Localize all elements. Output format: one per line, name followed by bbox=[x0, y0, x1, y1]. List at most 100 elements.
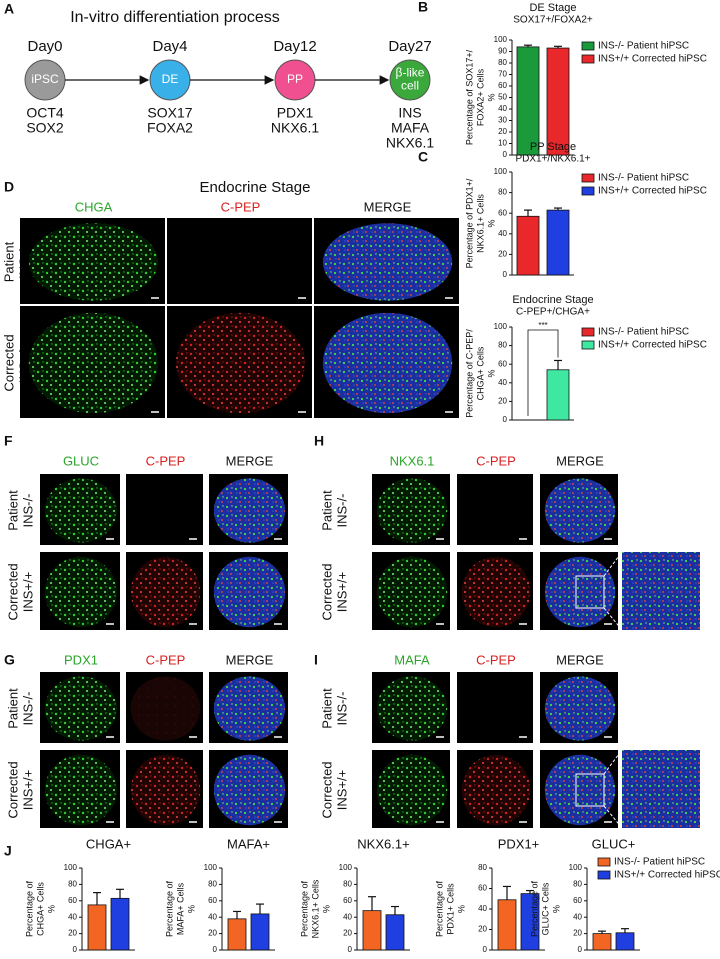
y-tick-label: 100 bbox=[339, 863, 353, 872]
micrograph-tissue bbox=[28, 223, 159, 301]
y-tick-label: 60 bbox=[498, 81, 507, 90]
y-tick-label: 0 bbox=[348, 945, 353, 954]
stage-cell: PP bbox=[287, 72, 303, 86]
y-axis-label: FOXA2+ Cells bbox=[475, 68, 485, 126]
row-label: INS+/+ bbox=[20, 572, 35, 612]
y-tick-label: 40 bbox=[498, 229, 507, 238]
stage-cell: cell bbox=[401, 79, 419, 93]
micrograph bbox=[457, 474, 533, 545]
y-tick-label: 40 bbox=[498, 104, 507, 113]
micrograph-tissue bbox=[213, 754, 286, 826]
stage-marker: MAFA bbox=[391, 120, 430, 136]
panel-letter: D bbox=[4, 179, 14, 195]
legend-swatch bbox=[581, 41, 595, 51]
y-tick-label: 60 bbox=[498, 359, 507, 368]
y-tick-label: 0 bbox=[503, 270, 508, 279]
panel-letter: I bbox=[314, 652, 318, 668]
chart-title: PDX1+ bbox=[498, 836, 540, 851]
y-axis-label: GLUC+ Cells bbox=[540, 882, 550, 935]
channel-label: C-PEP bbox=[476, 652, 516, 667]
bar bbox=[110, 897, 130, 951]
legend-label: INS+/+ Corrected hiPSC bbox=[598, 186, 707, 197]
bar bbox=[592, 933, 612, 951]
micrograph bbox=[126, 474, 203, 545]
channel-label: C-PEP bbox=[146, 453, 186, 468]
y-tick-label: 80 bbox=[343, 880, 352, 889]
legend-swatch bbox=[597, 870, 611, 880]
y-axis-label: % bbox=[186, 905, 196, 913]
diagram-title: In-vitro differentiation process bbox=[70, 9, 280, 26]
zoom-box bbox=[575, 773, 605, 807]
channel-label: MAFA bbox=[394, 652, 430, 667]
legend-swatch bbox=[581, 173, 595, 183]
micrograph-tissue bbox=[461, 754, 531, 826]
micrograph-tissue bbox=[130, 676, 201, 741]
micrograph-tissue bbox=[376, 676, 448, 741]
y-axis-label: Percentage of bbox=[299, 880, 309, 937]
y-tick-label: 70 bbox=[498, 70, 507, 79]
row-label: INS-/- bbox=[334, 692, 349, 726]
y-axis-label: CHGA+ Cells bbox=[475, 346, 485, 400]
y-tick-label: 80 bbox=[498, 341, 507, 350]
bar bbox=[615, 932, 635, 951]
y-tick-label: 0 bbox=[578, 945, 583, 954]
micrograph-tissue bbox=[544, 754, 616, 826]
y-tick-label: 80 bbox=[68, 880, 77, 889]
chart-title: MAFA+ bbox=[227, 836, 270, 851]
y-tick-label: 60 bbox=[208, 896, 217, 905]
y-tick-label: 20 bbox=[498, 127, 507, 136]
stage-day: Day4 bbox=[152, 38, 187, 55]
panel-letter: C bbox=[418, 149, 428, 165]
panel-title: Endocrine Stage bbox=[200, 179, 311, 196]
y-axis-label: MAFA+ Cells bbox=[175, 882, 185, 935]
micrograph-tissue bbox=[544, 556, 616, 628]
stage-marker: NKX6.1 bbox=[271, 120, 319, 136]
y-tick-label: 0 bbox=[73, 945, 78, 954]
legend-label: INS-/- Patient hiPSC bbox=[614, 857, 705, 868]
y-axis-label: Percentage of bbox=[24, 880, 34, 937]
y-tick-label: 40 bbox=[68, 912, 77, 921]
micrograph-tissue bbox=[44, 478, 118, 543]
chart-title: SOX17+/FOXA2+ bbox=[513, 15, 593, 26]
significance-label: *** bbox=[538, 321, 547, 330]
panel-letter: G bbox=[4, 652, 15, 668]
micrograph-zoom bbox=[622, 552, 700, 630]
micrograph-zoom bbox=[622, 750, 700, 828]
micrograph-tissue bbox=[544, 676, 616, 741]
y-tick-label: 30 bbox=[498, 116, 507, 125]
bar bbox=[87, 904, 107, 951]
y-axis-label: NKX6.1+ Cells bbox=[475, 194, 485, 253]
stage-marker: SOX2 bbox=[26, 120, 64, 136]
row-label: INS+/+ bbox=[20, 770, 35, 810]
legend-swatch bbox=[581, 327, 595, 337]
bar bbox=[250, 913, 270, 951]
bar bbox=[546, 369, 570, 421]
stage-day: Day12 bbox=[273, 38, 316, 55]
chart-title: GLUC+ bbox=[592, 836, 636, 851]
row-label: INS+/+ bbox=[334, 572, 349, 612]
micrograph-tissue bbox=[544, 478, 616, 543]
legend-swatch bbox=[581, 54, 595, 64]
y-axis-label: % bbox=[486, 93, 496, 101]
stage-marker: NKX6.1 bbox=[386, 135, 434, 151]
chart-title: C-PEP+/CHGA+ bbox=[516, 307, 590, 318]
micrograph-tissue bbox=[213, 478, 286, 543]
legend-swatch bbox=[597, 857, 611, 867]
row-label: Patient bbox=[5, 490, 20, 531]
y-tick-label: 0 bbox=[213, 945, 218, 954]
legend-label: INS+/+ Corrected hiPSC bbox=[598, 340, 707, 351]
channel-label: GLUC bbox=[63, 453, 99, 468]
micrograph-tissue bbox=[322, 312, 453, 414]
micrograph-tissue bbox=[322, 223, 453, 301]
row-label: INS-/- bbox=[20, 494, 35, 528]
y-tick-label: 90 bbox=[498, 47, 507, 56]
y-tick-label: 40 bbox=[573, 912, 582, 921]
stage-marker: PDX1 bbox=[277, 105, 314, 121]
y-tick-label: 60 bbox=[343, 896, 352, 905]
y-tick-label: 20 bbox=[573, 929, 582, 938]
row-label: Patient bbox=[319, 688, 334, 729]
row-label: Corrected bbox=[1, 334, 16, 391]
significance-bracket bbox=[527, 329, 559, 416]
y-tick-label: 60 bbox=[573, 896, 582, 905]
